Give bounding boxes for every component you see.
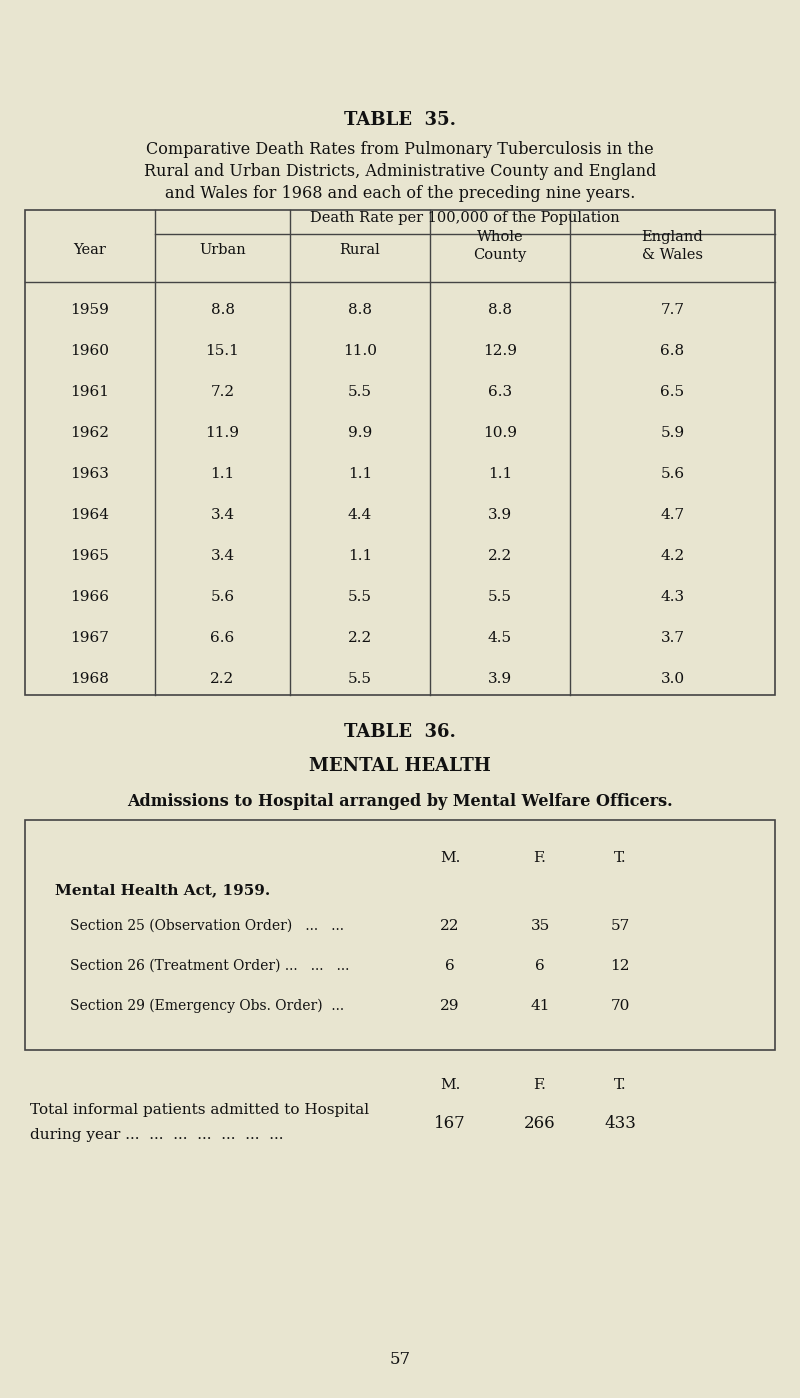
Text: 1.1: 1.1 — [488, 467, 512, 481]
Text: 4.3: 4.3 — [661, 590, 685, 604]
Text: Rural and Urban Districts, Administrative County and England: Rural and Urban Districts, Administrativ… — [144, 164, 656, 180]
Text: 5.5: 5.5 — [488, 590, 512, 604]
Text: 1959: 1959 — [70, 303, 110, 317]
Text: 5.5: 5.5 — [348, 384, 372, 398]
Text: F.: F. — [534, 851, 546, 865]
Bar — [25, 821, 775, 1050]
Text: 7.7: 7.7 — [661, 303, 685, 317]
Text: 1966: 1966 — [70, 590, 110, 604]
Text: 4.7: 4.7 — [661, 507, 685, 521]
Text: 3.0: 3.0 — [661, 672, 685, 686]
Text: 57: 57 — [390, 1352, 410, 1369]
Text: Section 29 (Emergency Obs. Order)  ...: Section 29 (Emergency Obs. Order) ... — [70, 998, 344, 1014]
Text: Mental Health Act, 1959.: Mental Health Act, 1959. — [55, 884, 270, 898]
Text: 5.6: 5.6 — [210, 590, 234, 604]
Text: 8.8: 8.8 — [210, 303, 234, 317]
Text: 15.1: 15.1 — [206, 344, 239, 358]
Text: 9.9: 9.9 — [348, 426, 372, 440]
Text: Total informal patients admitted to Hospital: Total informal patients admitted to Hosp… — [30, 1103, 369, 1117]
Text: 4.2: 4.2 — [660, 549, 685, 563]
Text: 1963: 1963 — [70, 467, 110, 481]
Text: 1967: 1967 — [70, 630, 110, 644]
Text: F.: F. — [534, 1078, 546, 1092]
Text: 1.1: 1.1 — [348, 467, 372, 481]
Text: 6: 6 — [535, 959, 545, 973]
Text: 1965: 1965 — [70, 549, 110, 563]
Text: 29: 29 — [440, 1000, 460, 1014]
Text: 8.8: 8.8 — [488, 303, 512, 317]
Text: 6.3: 6.3 — [488, 384, 512, 398]
Text: TABLE  35.: TABLE 35. — [344, 110, 456, 129]
Text: 7.2: 7.2 — [210, 384, 234, 398]
Text: 1960: 1960 — [70, 344, 110, 358]
Text: 3.7: 3.7 — [661, 630, 685, 644]
Text: 41: 41 — [530, 1000, 550, 1014]
Text: 35: 35 — [530, 918, 550, 932]
Text: Urban: Urban — [199, 243, 246, 257]
Text: during year ...  ...  ...  ...  ...  ...  ...: during year ... ... ... ... ... ... ... — [30, 1128, 283, 1142]
Text: 3.4: 3.4 — [210, 507, 234, 521]
Text: T.: T. — [614, 851, 626, 865]
Text: Section 25 (Observation Order)   ...   ...: Section 25 (Observation Order) ... ... — [70, 918, 344, 932]
Text: England
& Wales: England & Wales — [642, 229, 703, 263]
Text: 22: 22 — [440, 918, 460, 932]
Text: 433: 433 — [604, 1114, 636, 1131]
Text: 3.9: 3.9 — [488, 507, 512, 521]
Text: 1961: 1961 — [70, 384, 110, 398]
Text: Year: Year — [74, 243, 106, 257]
Text: 5.5: 5.5 — [348, 590, 372, 604]
Text: 2.2: 2.2 — [488, 549, 512, 563]
Text: 1964: 1964 — [70, 507, 110, 521]
Text: 4.5: 4.5 — [488, 630, 512, 644]
Text: 11.0: 11.0 — [343, 344, 377, 358]
Text: 1.1: 1.1 — [348, 549, 372, 563]
Text: Comparative Death Rates from Pulmonary Tuberculosis in the: Comparative Death Rates from Pulmonary T… — [146, 141, 654, 158]
Text: 12: 12 — [610, 959, 630, 973]
Text: 57: 57 — [610, 918, 630, 932]
Bar — [25, 210, 775, 695]
Text: 4.4: 4.4 — [348, 507, 372, 521]
Text: Whole
County: Whole County — [474, 229, 526, 263]
Text: 8.8: 8.8 — [348, 303, 372, 317]
Text: 5.5: 5.5 — [348, 672, 372, 686]
Text: and Wales for 1968 and each of the preceding nine years.: and Wales for 1968 and each of the prece… — [165, 186, 635, 203]
Text: 11.9: 11.9 — [206, 426, 239, 440]
Text: 266: 266 — [524, 1114, 556, 1131]
Text: M.: M. — [440, 1078, 460, 1092]
Text: 10.9: 10.9 — [483, 426, 517, 440]
Text: 3.9: 3.9 — [488, 672, 512, 686]
Text: 1962: 1962 — [70, 426, 110, 440]
Text: 6.8: 6.8 — [661, 344, 685, 358]
Text: 6.5: 6.5 — [661, 384, 685, 398]
Text: 5.9: 5.9 — [661, 426, 685, 440]
Text: Admissions to Hospital arranged by Mental Welfare Officers.: Admissions to Hospital arranged by Menta… — [127, 794, 673, 811]
Text: 2.2: 2.2 — [348, 630, 372, 644]
Text: 5.6: 5.6 — [661, 467, 685, 481]
Text: 6.6: 6.6 — [210, 630, 234, 644]
Text: 12.9: 12.9 — [483, 344, 517, 358]
Text: TABLE  36.: TABLE 36. — [344, 723, 456, 741]
Text: MENTAL HEALTH: MENTAL HEALTH — [309, 756, 491, 774]
Text: 3.4: 3.4 — [210, 549, 234, 563]
Text: 167: 167 — [434, 1114, 466, 1131]
Text: 1968: 1968 — [70, 672, 110, 686]
Text: Section 26 (Treatment Order) ...   ...   ...: Section 26 (Treatment Order) ... ... ... — [70, 959, 350, 973]
Text: T.: T. — [614, 1078, 626, 1092]
Text: 6: 6 — [445, 959, 455, 973]
Text: M.: M. — [440, 851, 460, 865]
Text: 1.1: 1.1 — [210, 467, 234, 481]
Text: Death Rate per 100,000 of the Population: Death Rate per 100,000 of the Population — [310, 211, 620, 225]
Text: 2.2: 2.2 — [210, 672, 234, 686]
Text: 70: 70 — [610, 1000, 630, 1014]
Text: Rural: Rural — [340, 243, 380, 257]
